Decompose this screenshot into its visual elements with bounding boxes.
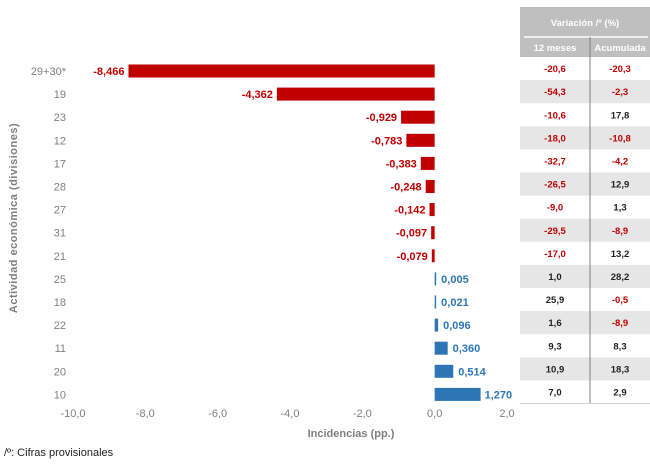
- data-label: -0,248: [390, 182, 421, 194]
- table-header: Variación /º (%): [551, 18, 619, 29]
- bars-layer: [128, 65, 480, 401]
- bar-10: [435, 388, 481, 401]
- data-label: 0,005: [441, 274, 469, 286]
- bar-31: [431, 226, 435, 239]
- category-label: 20: [54, 366, 66, 378]
- cell-12-meses: -54,3: [544, 87, 566, 98]
- variation-table: Variación /º (%) 12 meses Acumulada -20,6 -2…: [520, 7, 650, 404]
- data-label: -0,079: [397, 251, 428, 263]
- bar-11: [435, 342, 448, 355]
- cell-12-meses: -32,7: [544, 156, 566, 167]
- data-label: -0,383: [386, 158, 417, 170]
- x-tick-label: 2,0: [499, 408, 514, 420]
- category-label: 25: [54, 274, 66, 286]
- category-label: 12: [54, 135, 66, 147]
- bar-19: [277, 88, 435, 101]
- data-label: 0,360: [453, 343, 481, 355]
- cell-12-meses: -10,6: [544, 110, 566, 121]
- data-label: -0,142: [394, 205, 425, 217]
- x-tick-label: -6,0: [208, 408, 227, 420]
- category-label: 23: [54, 112, 66, 124]
- table-row-bg: [520, 357, 650, 380]
- cell-acumulada: -20,3: [609, 64, 631, 75]
- x-tick-label: 0,0: [427, 408, 442, 420]
- data-label: -8,466: [93, 66, 124, 78]
- category-label: 31: [54, 228, 66, 240]
- data-label: -0,783: [371, 135, 402, 147]
- footnote: /º: Cifras provisionales: [4, 447, 113, 459]
- data-label: 1,270: [485, 389, 513, 401]
- x-tick-label: -2,0: [353, 408, 372, 420]
- table-row-bg: [520, 311, 650, 334]
- cell-acumulada: 28,2: [611, 272, 630, 283]
- cell-12-meses: 1,0: [548, 272, 561, 283]
- bar-12: [406, 134, 434, 147]
- cell-acumulada: -8,9: [612, 318, 628, 329]
- cell-12-meses: -9,0: [547, 203, 563, 214]
- bar-20: [435, 365, 454, 378]
- bar-27: [430, 203, 435, 216]
- cell-acumulada: 17,8: [611, 110, 630, 121]
- cell-12-meses: -17,0: [544, 249, 566, 260]
- data-label: -4,362: [242, 89, 273, 101]
- x-tick-label: -10,0: [60, 408, 85, 420]
- bar-25: [435, 272, 437, 285]
- x-tick-label: -4,0: [281, 408, 300, 420]
- data-label: 0,096: [443, 320, 471, 332]
- table-row-bg: [520, 173, 650, 196]
- category-label: 22: [54, 320, 66, 332]
- cell-acumulada: -8,9: [612, 226, 628, 237]
- data-label: 0,021: [441, 297, 469, 309]
- bar-28: [426, 180, 435, 193]
- cell-12-meses: 25,9: [546, 295, 565, 306]
- cell-acumulada: -0,5: [612, 295, 629, 306]
- cell-12-meses: 9,3: [548, 341, 561, 352]
- cell-acumulada: 1,3: [613, 203, 626, 214]
- data-label: 0,514: [458, 366, 486, 378]
- cell-12-meses: -18,0: [544, 133, 566, 144]
- table-row-bg: [520, 80, 650, 103]
- y-axis-title: Actividad económica (divisiones): [8, 123, 20, 313]
- cell-acumulada: 13,2: [611, 249, 630, 260]
- col-header-acumulada: Acumulada: [594, 43, 646, 54]
- cell-12-meses: 7,0: [548, 387, 561, 398]
- cell-12-meses: -20,6: [544, 64, 566, 75]
- data-label: -0,929: [366, 112, 397, 124]
- cell-acumulada: 12,9: [611, 180, 630, 191]
- data-label: -0,097: [396, 228, 427, 240]
- cell-12-meses: -26,5: [544, 180, 566, 191]
- category-label: 28: [54, 182, 66, 194]
- bar-18: [435, 296, 437, 309]
- category-label: 11: [55, 343, 66, 355]
- category-label: 19: [54, 89, 66, 101]
- category-label: 10: [54, 389, 66, 401]
- bar-21: [432, 249, 435, 262]
- x-axis-title: Incidencias (pp.): [308, 428, 395, 440]
- cell-12-meses: -29,5: [544, 226, 566, 237]
- bar-29+30*: [128, 65, 434, 78]
- cell-12-meses: 1,6: [548, 318, 561, 329]
- table-row-bg: [520, 219, 650, 242]
- cell-acumulada: -4,2: [612, 156, 628, 167]
- category-label: 27: [54, 205, 66, 217]
- cell-acumulada: -10,8: [609, 133, 631, 144]
- category-label: 21: [54, 251, 66, 263]
- category-label: 18: [54, 297, 66, 309]
- cell-acumulada: 8,3: [613, 341, 626, 352]
- cell-acumulada: 18,3: [611, 364, 630, 375]
- category-label: 29+30*: [31, 66, 67, 78]
- cell-acumulada: -2,3: [612, 87, 628, 98]
- cell-12-meses: 10,9: [546, 364, 565, 375]
- x-tick-label: -8,0: [136, 408, 155, 420]
- category-label: 17: [54, 158, 66, 170]
- bar-23: [401, 111, 435, 124]
- table-row-bg: [520, 265, 650, 288]
- bar-17: [421, 157, 435, 170]
- cell-acumulada: 2,9: [613, 387, 626, 398]
- col-header-12-meses: 12 meses: [534, 43, 577, 54]
- bar-22: [435, 319, 438, 332]
